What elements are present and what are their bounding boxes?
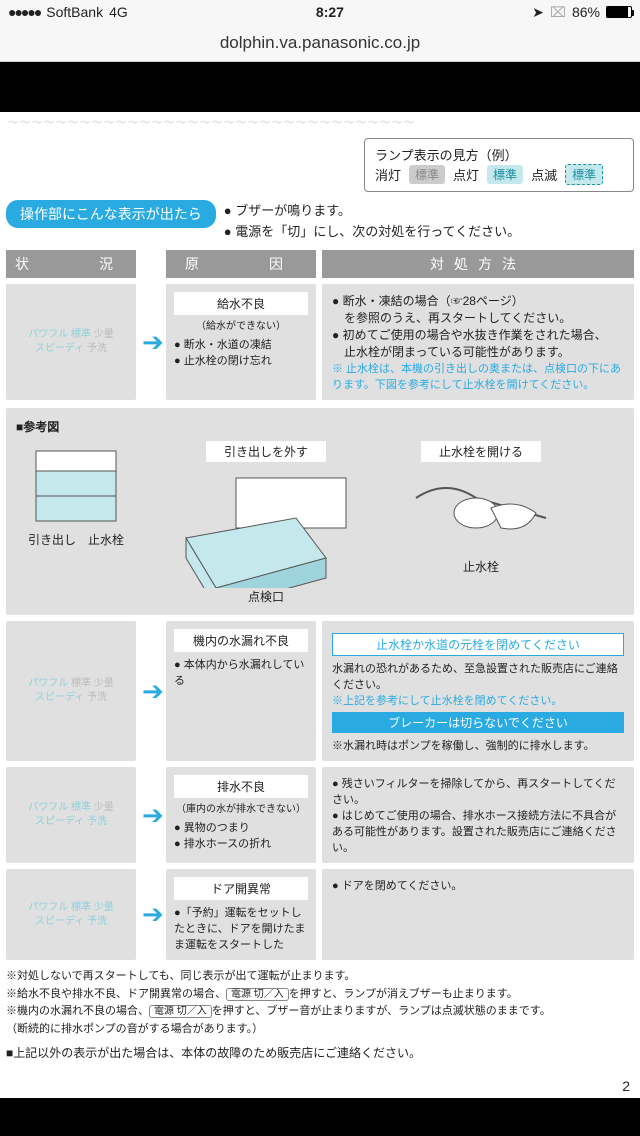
trouble-row-4: パワフル 標準 少量 スピーディ 予洗 ➔ ドア開異常 ●「予約」運転をセットし… bbox=[6, 869, 634, 960]
hdr-cause: 原 因 bbox=[166, 250, 316, 278]
valve-diagram bbox=[406, 468, 556, 558]
section-title: 操作部にこんな表示が出たら bbox=[6, 200, 216, 228]
legend-title: ランプ表示の見方（例） bbox=[375, 145, 623, 164]
location-icon: ➤ bbox=[532, 4, 544, 21]
signal-dots: ●●●●● bbox=[8, 4, 40, 20]
hdr-situation: 状 況 bbox=[6, 250, 136, 278]
lamp-state-1: パワフル 標準 少量 スピーディ 予洗 bbox=[28, 328, 114, 356]
lamp-state-4: パワフル 標準 少量 スピーディ 予洗 bbox=[28, 901, 114, 929]
clock: 8:27 bbox=[128, 4, 532, 20]
arrow-icon: ➔ bbox=[142, 327, 160, 358]
lamp-off-chip: 標準 bbox=[409, 165, 445, 184]
footnotes: ※対処しないで再スタートしても、同じ表示が出て運転が止まります。 ※給水不良や排… bbox=[6, 968, 634, 1064]
lamp-on-chip: 標準 bbox=[487, 165, 523, 184]
arrow-icon: ➔ bbox=[142, 676, 160, 707]
document-page: 〜〜〜〜〜〜〜〜〜〜〜〜〜〜〜〜〜〜〜〜〜〜〜〜〜〜〜〜〜〜〜〜〜〜 ランプ表示… bbox=[0, 62, 640, 1098]
network: 4G bbox=[109, 4, 128, 20]
top-black-strip bbox=[0, 62, 640, 112]
carrier: SoftBank bbox=[46, 4, 103, 20]
battery-pct: 86% bbox=[572, 4, 600, 20]
arrow-icon: ➔ bbox=[142, 899, 160, 930]
drawer-diagram bbox=[176, 468, 356, 588]
trouble-row-1: パワフル 標準 少量 スピーディ 予洗 ➔ 給水不良 （給水ができない） ● 断… bbox=[6, 284, 634, 400]
page-number: 2 bbox=[0, 1074, 640, 1098]
bluetooth-icon: ⌧ bbox=[550, 4, 566, 21]
decorative-border: 〜〜〜〜〜〜〜〜〜〜〜〜〜〜〜〜〜〜〜〜〜〜〜〜〜〜〜〜〜〜〜〜〜〜 bbox=[0, 112, 640, 130]
hdr-solution: 対処方法 bbox=[322, 250, 634, 278]
lamp-state-3: パワフル 標準 少量 スピーディ 予洗 bbox=[28, 801, 114, 829]
reference-diagram: ■参考図 引き出し 止水栓 引き出しを外す bbox=[6, 408, 634, 615]
lamp-legend: ランプ表示の見方（例） 消灯 標準 点灯 標準 点滅 標準 bbox=[364, 138, 634, 192]
trouble-row-3: パワフル 標準 少量 スピーディ 予洗 ➔ 排水不良 （庫内の水が排水できない）… bbox=[6, 767, 634, 863]
arrow-icon: ➔ bbox=[142, 800, 160, 831]
status-bar: ●●●●● SoftBank 4G 8:27 ➤ ⌧ 86% bbox=[0, 0, 640, 24]
url-bar[interactable]: dolphin.va.panasonic.co.jp bbox=[0, 24, 640, 62]
lamp-blink-chip: 標準 bbox=[565, 164, 603, 185]
trouble-row-2: パワフル 標準 少量 スピーディ 予洗 ➔ 機内の水漏れ不良 ● 本体内から水漏… bbox=[6, 621, 634, 761]
column-headers: 状 況 原 因 対処方法 bbox=[6, 250, 634, 278]
lamp-state-2: パワフル 標準 少量 スピーディ 予洗 bbox=[28, 677, 114, 705]
appliance-diagram bbox=[26, 441, 126, 531]
top-bullets: ● ブザーが鳴ります。 ● 電源を「切」にし、次の対処を行ってください。 bbox=[224, 200, 520, 242]
power-key: 電源 切／入 bbox=[226, 988, 289, 1001]
power-key: 電源 切／入 bbox=[149, 1005, 212, 1018]
battery-icon bbox=[606, 6, 632, 18]
